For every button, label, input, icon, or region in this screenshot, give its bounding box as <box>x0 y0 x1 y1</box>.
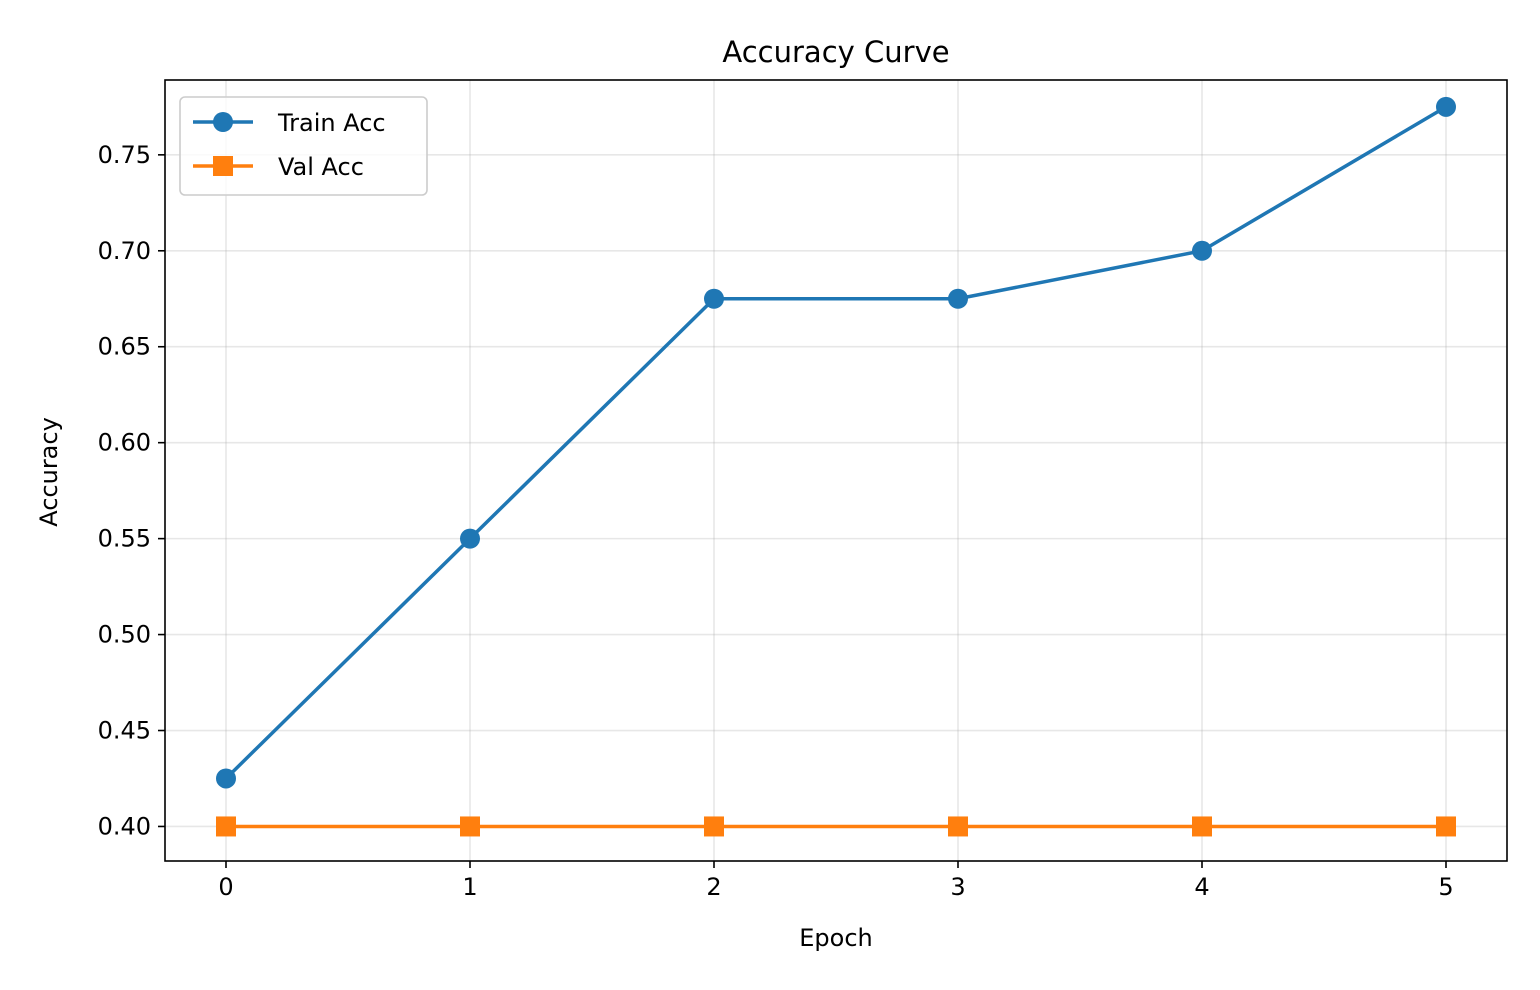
y-tick-label: 0.40 <box>98 812 151 840</box>
data-point <box>460 528 480 549</box>
legend-label: Train Acc <box>277 109 386 137</box>
series-line <box>224 105 1447 780</box>
legend: Train Acc Val Acc <box>179 96 428 196</box>
x-tick-label: 5 <box>1438 873 1453 901</box>
x-tick-label: 1 <box>462 873 477 901</box>
x-axis-label: Epoch <box>799 924 873 952</box>
series-train-acc <box>216 96 1456 789</box>
legend-marker <box>213 156 233 176</box>
y-tick-label: 0.45 <box>98 717 151 745</box>
series-layer <box>216 96 1456 837</box>
x-tick-label: 3 <box>950 873 965 901</box>
y-tick-label: 0.65 <box>98 333 151 361</box>
y-tick-label: 0.50 <box>98 621 151 649</box>
data-point <box>1436 96 1456 117</box>
legend-marker <box>213 112 233 132</box>
data-point <box>948 288 968 309</box>
grid <box>165 80 1507 861</box>
y-tick-label: 0.60 <box>98 429 151 457</box>
x-tick-label: 2 <box>706 873 721 901</box>
y-axis-label: Accuracy <box>35 417 63 527</box>
data-point <box>1436 816 1456 837</box>
tick-layer: 0 1 2 3 4 5 0.40 0.45 0.50 0.55 0.60 0.65 0.70 0.75 <box>98 141 1454 901</box>
data-point <box>460 816 480 837</box>
axes-frame <box>164 79 1508 862</box>
legend-label: Val Acc <box>278 153 364 181</box>
data-point <box>1192 240 1212 261</box>
y-tick-label: 0.70 <box>98 237 151 265</box>
series-val-acc <box>216 816 1456 837</box>
x-tick-label: 0 <box>218 873 233 901</box>
x-tick-label: 4 <box>1194 873 1209 901</box>
chart-title: Accuracy Curve <box>722 35 949 69</box>
data-point <box>216 768 236 789</box>
y-tick-label: 0.55 <box>98 525 151 553</box>
y-tick-label: 0.75 <box>98 141 151 169</box>
data-point <box>1192 816 1212 837</box>
legend-entry: Val Acc <box>193 153 364 181</box>
data-point <box>704 288 724 309</box>
data-point <box>216 816 236 837</box>
legend-entry: Train Acc <box>193 109 386 137</box>
legend-items: Train Acc Val Acc <box>193 109 386 181</box>
data-point <box>704 816 724 837</box>
data-point <box>948 816 968 837</box>
